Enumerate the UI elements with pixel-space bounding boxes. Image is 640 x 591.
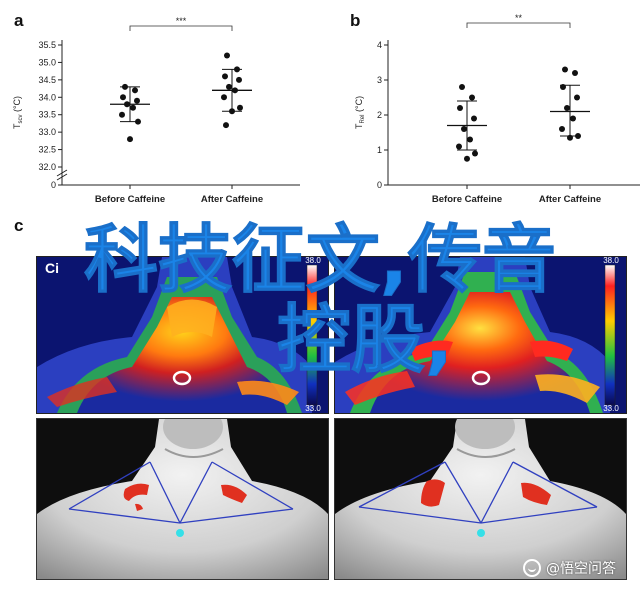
chart-b-data-point bbox=[467, 136, 473, 143]
chart-a-data-point bbox=[237, 104, 243, 111]
greyscale-torso-after bbox=[335, 419, 626, 579]
chart-b-data-point bbox=[562, 66, 568, 73]
chart-a-data-point bbox=[236, 76, 242, 83]
scale-min-label-after: 33.0 bbox=[603, 404, 619, 413]
chart-a-y-tick-label: 32.0 bbox=[38, 162, 56, 172]
chart-a-data-point bbox=[130, 104, 136, 111]
panel-letter-a: a bbox=[14, 11, 24, 30]
chart-a-data-point bbox=[120, 94, 126, 101]
chart-a-data-point bbox=[223, 122, 229, 129]
greyscale-image-after bbox=[334, 418, 627, 580]
chart-b-significance-bracket bbox=[466, 22, 571, 28]
chart-b-data-point bbox=[461, 126, 467, 132]
scale-max-label-before: 38.0 bbox=[305, 257, 321, 265]
chart-b-data-point bbox=[564, 105, 570, 111]
chart-b-y-tick-label: 1 bbox=[377, 145, 382, 155]
chart-a-y-tick-label: 34.0 bbox=[38, 92, 56, 102]
thermal-map-before: 38.0 33.0 Ci bbox=[37, 257, 328, 413]
anatomical-lines-after bbox=[358, 461, 598, 524]
chart-b-y-tick-label: 3 bbox=[377, 75, 382, 85]
chart-a-axis-break bbox=[56, 169, 68, 177]
greyscale-image-before bbox=[36, 418, 329, 580]
chart-a-x-tick-label: Before Caffeine bbox=[95, 194, 165, 205]
chart-a-y-tick-label: 0 bbox=[51, 180, 56, 190]
anatomical-lines-before bbox=[68, 461, 294, 524]
chart-b-data-point bbox=[559, 126, 565, 132]
chart-a-significance-label: *** bbox=[176, 16, 187, 26]
scale-min-label-before: 33.0 bbox=[305, 404, 321, 413]
chart-a-data-point bbox=[134, 97, 140, 104]
chart-a-y-tick-label: 35.0 bbox=[38, 57, 56, 67]
chart-b-data-point bbox=[459, 84, 465, 90]
chart-a-y-tick-label: 34.5 bbox=[38, 75, 56, 85]
chart-a-data-point bbox=[135, 118, 141, 125]
chart-b-data-point bbox=[572, 70, 578, 76]
chart-a-data-point bbox=[132, 87, 138, 94]
chart-b-y-tick-label: 0 bbox=[377, 180, 382, 190]
chart-b-data-point bbox=[472, 150, 478, 157]
hotspot-left-before bbox=[123, 483, 149, 501]
thermal-image-before: 38.0 33.0 Ci bbox=[36, 256, 329, 414]
watermark: @悟空问答 bbox=[523, 558, 616, 578]
greyscale-torso-before bbox=[37, 419, 328, 579]
hotspot-right-after bbox=[521, 482, 551, 505]
wukong-logo-icon bbox=[523, 559, 541, 577]
color-scale-bar-after bbox=[604, 264, 616, 406]
chart-b-data-point bbox=[570, 115, 576, 122]
watermark-text: @悟空问答 bbox=[546, 561, 616, 577]
chart-a-data-point bbox=[127, 136, 133, 143]
chart-a-data-point bbox=[229, 108, 235, 115]
chart-a-data-point bbox=[224, 52, 230, 59]
chart-b-x-tick-label: Before Caffeine bbox=[432, 194, 502, 205]
marker-dot-before bbox=[176, 529, 184, 537]
chart-a-y-tick-label: 35.5 bbox=[38, 40, 56, 50]
chart-a-x-tick-label: After Caffeine bbox=[201, 194, 263, 205]
sensor-ring-after bbox=[471, 370, 491, 386]
chart-b-y-label-group: TRel (°C) bbox=[354, 96, 366, 129]
sensor-ring-before bbox=[172, 370, 192, 386]
chart-a-data-point bbox=[221, 94, 227, 101]
chart-a-data-point bbox=[119, 111, 125, 118]
chart-a-y-tick-label: 33.0 bbox=[38, 127, 56, 137]
marker-dot-after bbox=[477, 529, 485, 537]
thermal-map-after: 38.0 33.0 bbox=[335, 257, 626, 413]
chart-b-data-point bbox=[464, 155, 470, 162]
chart-a-y-label-group: Tscv (°C) bbox=[12, 96, 24, 129]
color-scale-bar-before bbox=[306, 264, 318, 406]
thermal-label-before: Ci bbox=[45, 260, 59, 276]
chart-b-y-label: TRel (°C) bbox=[354, 96, 366, 129]
chart-a-axis-break bbox=[56, 173, 68, 181]
chart-a-y-tick-label: 32.5 bbox=[38, 145, 56, 155]
chart-b-y-tick-label: 4 bbox=[377, 40, 382, 50]
chart-a-data-point bbox=[222, 73, 228, 80]
chart-b: 4 3 2 1 0 TRel (°C) Before Caffeine After Caffe… bbox=[354, 13, 640, 205]
chart-b-data-point bbox=[457, 105, 463, 111]
chart-b-significance-label: ** bbox=[515, 13, 523, 23]
chart-b-data-point bbox=[471, 115, 477, 122]
panel-letter-c: c bbox=[14, 216, 24, 235]
chart-b-x-tick-label: After Caffeine bbox=[539, 194, 601, 205]
chart-b-data-point bbox=[575, 133, 581, 139]
chart-a-data-point bbox=[124, 101, 130, 108]
chart-b-data-point bbox=[560, 84, 566, 90]
chart-a-data-point bbox=[226, 83, 232, 90]
chart-a-data-point bbox=[122, 83, 128, 90]
chart-b-y-tick-label: 2 bbox=[377, 110, 382, 120]
thermal-image-after: 38.0 33.0 bbox=[334, 256, 627, 414]
hotspot-right-before bbox=[221, 484, 247, 503]
chart-a-y-tick-label: 33.5 bbox=[38, 110, 56, 120]
chart-a-y-label: Tscv (°C) bbox=[12, 96, 24, 129]
panel-letter-b: b bbox=[350, 11, 361, 30]
hotspot-left-after bbox=[421, 479, 445, 507]
chart-b-data-point bbox=[567, 134, 573, 141]
chart-a-significance-bracket bbox=[129, 25, 233, 31]
chart-b-data-point bbox=[456, 143, 462, 150]
scale-max-label-after: 38.0 bbox=[603, 257, 619, 265]
chart-b-data-point bbox=[469, 94, 475, 101]
chart-a: 35.5 35.0 34.5 34.0 33.5 33.0 32.5 32.0 0 Tscv (°… bbox=[12, 16, 300, 205]
chart-a-data-point bbox=[234, 66, 240, 73]
chart-b-data-point bbox=[574, 94, 580, 101]
chart-a-data-point bbox=[232, 87, 238, 94]
